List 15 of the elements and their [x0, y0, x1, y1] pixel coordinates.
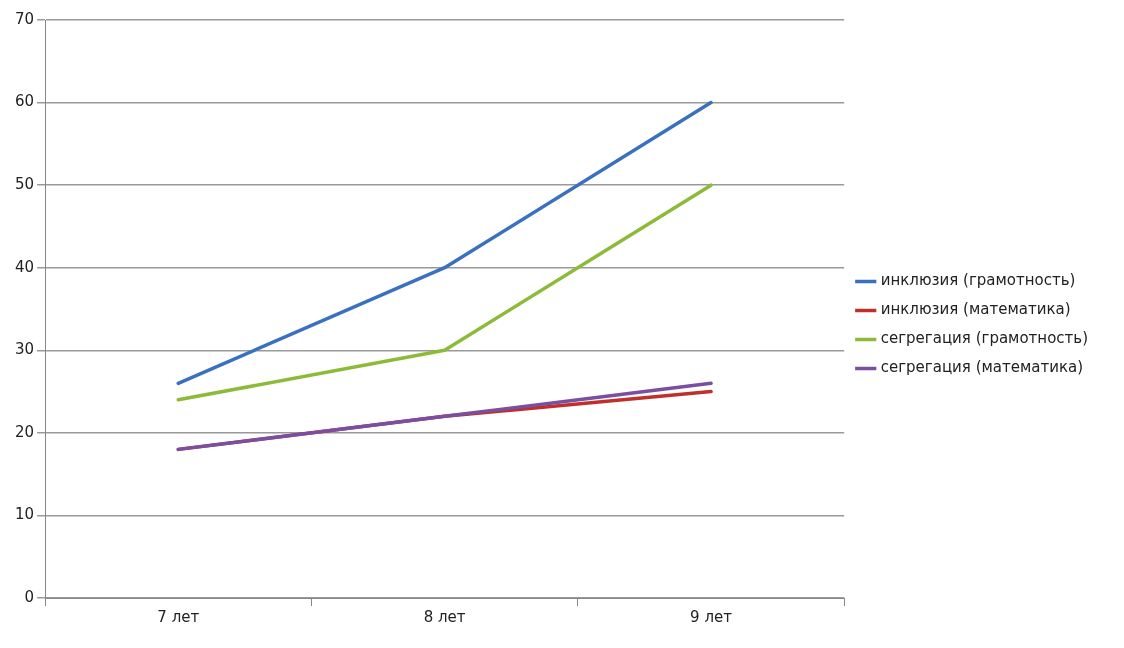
x-tick-label: 9 лет	[690, 607, 733, 626]
y-tick-label: 0	[24, 587, 35, 606]
y-tick-label: 40	[14, 257, 35, 276]
x-tick-label: 7 лет	[157, 607, 200, 626]
y-tick-label: 30	[14, 340, 35, 359]
y-tick-label: 70	[14, 9, 35, 28]
y-tick-label: 10	[14, 505, 35, 524]
y-tick-label: 60	[14, 92, 35, 111]
legend-label: сегрегация (математика)	[880, 358, 1084, 377]
y-tick-label: 20	[14, 422, 35, 441]
legend-label: инклюзия (математика)	[880, 300, 1071, 319]
legend-label: сегрегация (грамотность)	[880, 329, 1089, 348]
y-tick-label: 50	[14, 175, 35, 194]
legend-label: инклюзия (грамотность)	[880, 271, 1076, 290]
x-tick-label: 8 лет	[423, 607, 466, 626]
